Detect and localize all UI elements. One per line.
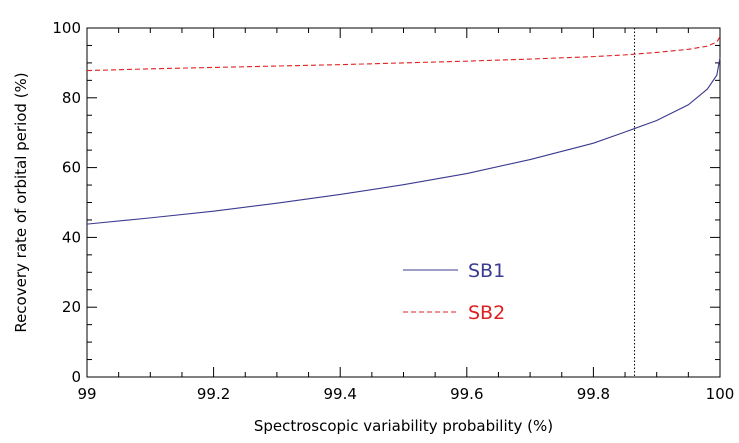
y-tick-label: 40 [62,228,81,246]
x-tick-label: 99 [77,385,96,403]
x-tick-label: 100 [706,385,735,403]
y-tick-label: 60 [62,159,81,177]
x-tick-labels: 99 99.2 99.4 99.6 99.8 100 [77,385,734,403]
x-tick-label: 99.6 [450,385,483,403]
y-axis-title: Recovery rate of orbital period (%) [12,72,30,332]
y-tick-labels: 0 20 40 60 80 100 [52,19,81,386]
x-tick-label: 99.2 [197,385,230,403]
y-tick-label: 80 [62,89,81,107]
legend-label-sb2: SB2 [468,302,505,324]
legend-label-sb1: SB1 [468,260,505,282]
plot-area [86,27,721,378]
legend: SB1 SB2 [403,260,505,324]
y-tick-label: 0 [71,368,81,386]
plot-frame [86,27,721,378]
y-tick-label: 20 [62,298,81,316]
series-line-sb1 [86,57,721,225]
x-tick-label: 99.8 [577,385,610,403]
series-line-sb2 [86,36,721,72]
series-layer [86,28,721,377]
axis-ticks [86,27,721,378]
x-axis-title: Spectroscopic variability probability (%… [254,417,553,435]
x-tick-label: 99.4 [323,385,356,403]
y-tick-label: 100 [52,19,81,37]
